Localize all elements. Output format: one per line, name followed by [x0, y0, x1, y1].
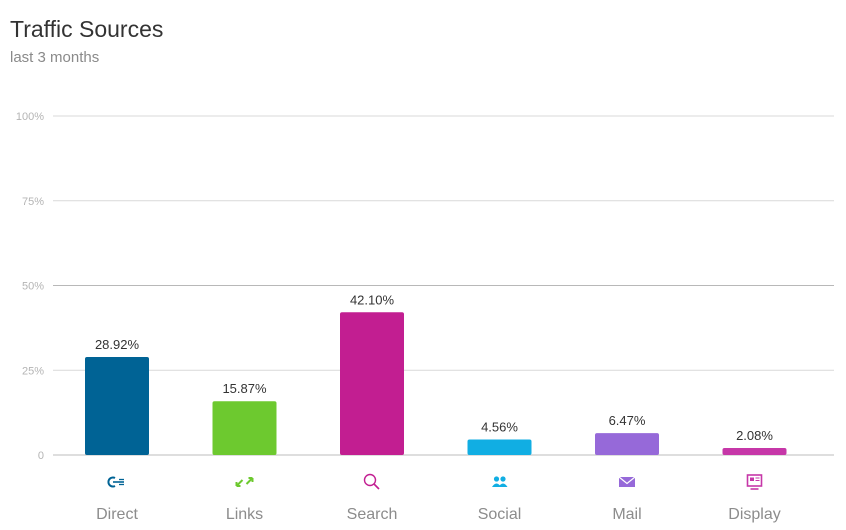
y-tick-label: 50%	[22, 281, 44, 293]
x-category-label: Search	[347, 506, 398, 523]
x-category-label: Direct	[96, 506, 138, 523]
y-tick-label: 75%	[22, 196, 44, 208]
x-category-label: Links	[226, 506, 263, 523]
bar-mail[interactable]	[595, 433, 659, 455]
data-label: 42.10%	[350, 292, 395, 307]
bar-search[interactable]	[340, 312, 404, 455]
search-icon	[363, 473, 380, 490]
bar-display[interactable]	[722, 447, 787, 455]
chart-subtitle: last 3 months	[10, 49, 100, 66]
x-category-label: Mail	[612, 506, 641, 523]
data-label: 15.87%	[222, 381, 267, 396]
x-category-label: Social	[478, 506, 522, 523]
bar-direct[interactable]	[85, 356, 149, 455]
data-label: 4.56%	[481, 420, 518, 435]
data-label: 2.08%	[736, 428, 773, 443]
data-label: 6.47%	[609, 413, 646, 428]
display-icon	[746, 474, 763, 490]
social-icon	[492, 476, 508, 487]
bar-links[interactable]	[212, 401, 277, 455]
chart-title: Traffic Sources	[10, 16, 164, 42]
y-tick-label: 100%	[16, 111, 44, 123]
x-category-label: Display	[728, 506, 780, 523]
chart-header: Traffic Sources last 3 months	[10, 14, 163, 68]
bar-social[interactable]	[467, 439, 532, 455]
mail-icon	[618, 476, 636, 487]
y-tick-label: 0	[38, 450, 44, 462]
data-label: 28.92%	[95, 337, 140, 352]
links-icon	[235, 477, 254, 487]
y-tick-label: 25%	[22, 365, 44, 377]
direct-icon	[107, 476, 124, 488]
